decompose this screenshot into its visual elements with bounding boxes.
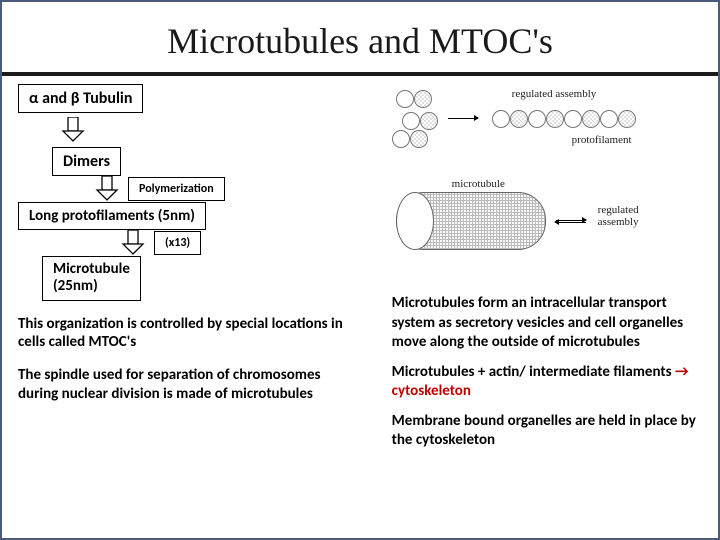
flow-text: (25nm) (53, 277, 98, 295)
arrow-down-icon (92, 176, 122, 202)
left-column: α and β Tubulin Dimers Polymerization (18, 84, 374, 451)
text-span: Microtubules + actin/ intermediate filam… (392, 363, 675, 381)
left-paragraph-2: The spindle used for separation of chrom… (18, 366, 374, 404)
flow-text: (x13) (165, 236, 190, 250)
flow-box-protofilaments: Long protofilaments (5nm) (18, 202, 206, 230)
diagram-label: regulated assembly (512, 88, 597, 100)
diagram-label: protofilament (572, 134, 632, 146)
diagram-label: microtubule (452, 178, 505, 190)
right-paragraph-3: Membrane bound organelles are held in pl… (392, 412, 702, 451)
tubulin-assembly-diagram: regulated assembly protofilament (392, 84, 702, 174)
microtubule-diagram: microtubule regulated assembly (392, 178, 702, 278)
arrow-down-icon (58, 117, 88, 143)
right-paragraph-2: Microtubules + actin/ intermediate filam… (392, 363, 702, 402)
cytoskeleton-text: cytoskeleton (392, 382, 471, 400)
diagram-label: regulated assembly (598, 204, 639, 228)
title-bar: Microtubules and MTOC's (2, 2, 718, 76)
flow-label-polymerization: Polymerization (128, 177, 225, 201)
assembly-flowchart: α and β Tubulin Dimers Polymerization (18, 84, 374, 301)
flow-text: Dimers (63, 152, 110, 171)
flow-text: Polymerization (139, 182, 214, 196)
content-area: α and β Tubulin Dimers Polymerization (2, 76, 718, 461)
arrow-down-icon (118, 230, 148, 256)
flow-box-microtubule: Microtubule (25nm) (42, 256, 141, 301)
flow-box-dimers: Dimers (52, 147, 121, 176)
page-title: Microtubules and MTOC's (2, 20, 718, 62)
right-column: regulated assembly protofilament microtu… (374, 84, 702, 451)
left-paragraph-1: This organization is controlled by speci… (18, 315, 374, 353)
arrow-right-icon: → (675, 363, 689, 381)
flow-text: Long protofilaments (5nm) (29, 207, 195, 225)
flow-text: α and β Tubulin (29, 89, 132, 108)
right-paragraph-1: Microtubules form an intracellular trans… (392, 294, 702, 353)
flow-box-tubulin: α and β Tubulin (18, 84, 143, 113)
flow-text: Microtubule (53, 260, 130, 278)
flow-label-x13: (x13) (154, 231, 201, 255)
